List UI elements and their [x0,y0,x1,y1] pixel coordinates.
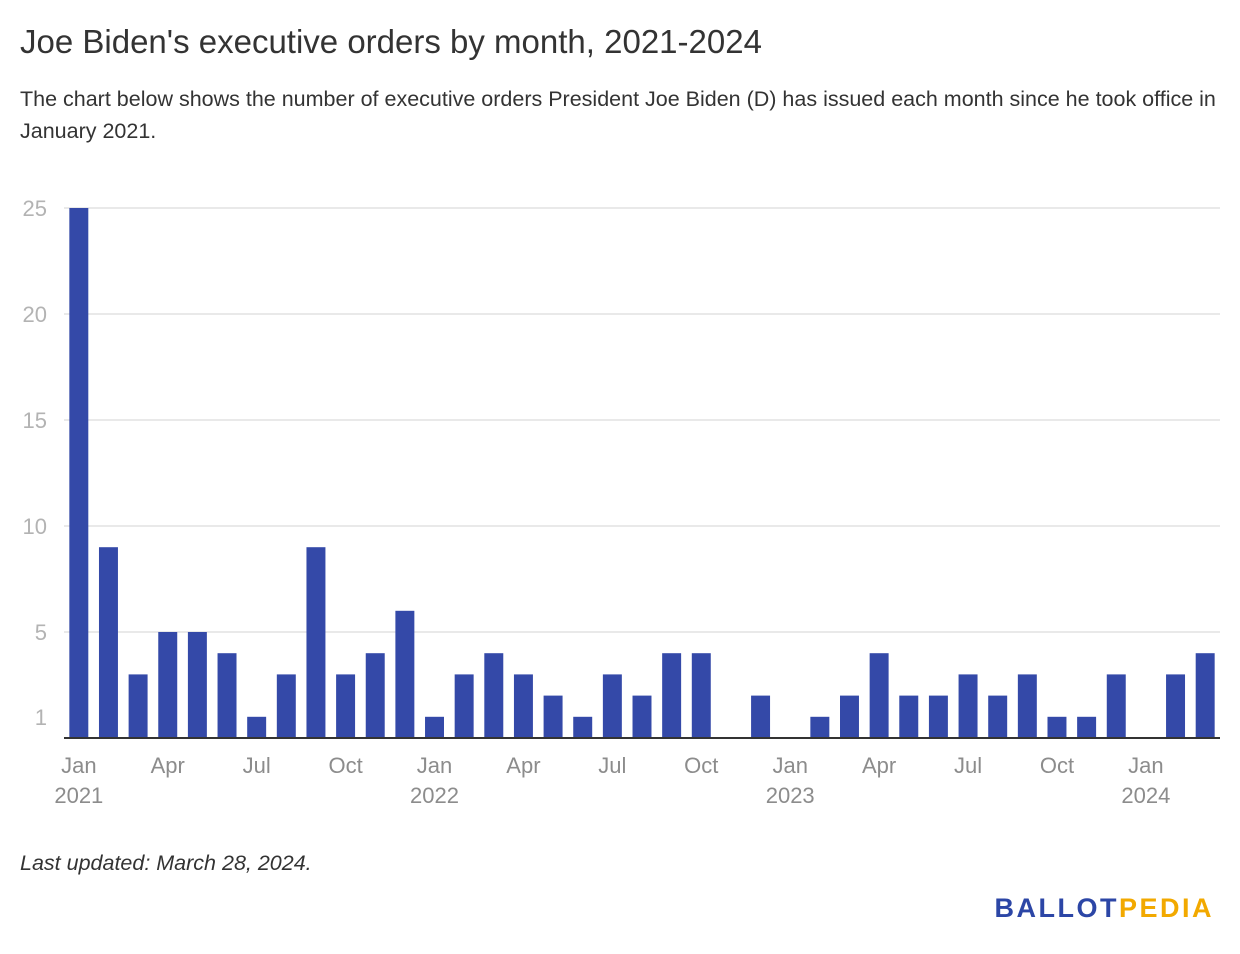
x-tick-month: Jan [417,753,452,778]
x-tick-year: 2024 [1121,783,1170,808]
y-tick-label: 1 [35,705,47,730]
bar-2021-09 [306,547,326,738]
y-tick-label: 20 [23,302,47,327]
x-tick-month: Jul [954,753,982,778]
y-tick-label: 5 [35,620,47,645]
bar-2021-12 [395,610,415,738]
bar-2022-10 [691,653,711,738]
bar-2024-03 [1195,653,1215,738]
x-tick-month: Apr [151,753,185,778]
bar-2021-05 [187,632,207,738]
x-tick-year: 2021 [54,783,103,808]
bar-2023-04 [869,653,889,738]
bar-2022-06 [573,716,593,738]
bar-2023-12 [1106,674,1126,738]
y-tick-label: 25 [23,196,47,221]
x-tick-month: Oct [684,753,718,778]
x-tick-month: Jul [243,753,271,778]
bar-2021-07 [247,716,267,738]
bar-2021-01 [69,208,89,738]
bar-2022-03 [484,653,504,738]
bar-2024-02 [1166,674,1186,738]
bar-2021-06 [217,653,237,738]
bar-2021-08 [276,674,296,738]
x-tick-month: Apr [862,753,896,778]
chart-title: Joe Biden's executive orders by month, 2… [20,23,762,60]
bar-2023-05 [899,695,919,738]
bar-2022-05 [543,695,563,738]
logo-part-pedia: PEDIA [1118,893,1214,923]
ballotpedia-logo[interactable]: BALLOTPEDIA [994,893,1214,924]
x-tick-year: 2023 [766,783,815,808]
x-tick-month: Jul [598,753,626,778]
bar-2021-03 [128,674,148,738]
bar-2022-12 [751,695,771,738]
bar-2021-02 [98,547,118,738]
bar-2022-04 [513,674,533,738]
x-tick-month: Jan [61,753,96,778]
bar-2021-04 [158,632,178,738]
logo-part-ballot: BALLOT [994,893,1119,923]
x-tick-month: Apr [506,753,540,778]
bar-2022-01 [425,716,444,738]
bar-2023-08 [988,695,1008,738]
y-tick-label: 15 [23,408,47,433]
bar-2021-11 [365,653,385,738]
x-tick-month: Oct [328,753,362,778]
bar-2023-02 [810,716,830,738]
x-tick-month: Jan [1128,753,1163,778]
x-tick-year: 2022 [410,783,459,808]
bar-2022-07 [602,674,622,738]
bar-2022-08 [632,695,652,738]
bar-2023-10 [1047,716,1067,738]
bar-2021-10 [336,674,356,738]
bar-2023-07 [958,674,978,738]
y-tick-label: 10 [23,514,47,539]
last-updated-note: Last updated: March 28, 2024. [20,851,312,875]
chart-subtitle: The chart below shows the number of exec… [20,87,1216,143]
x-tick-month: Oct [1040,753,1074,778]
x-tick-month: Jan [772,753,807,778]
bar-2023-11 [1077,716,1097,738]
bar-2022-09 [662,653,682,738]
bar-2023-03 [840,695,859,738]
bar-2023-06 [928,695,948,738]
bar-2023-09 [1017,674,1037,738]
bar-2022-02 [454,674,474,738]
